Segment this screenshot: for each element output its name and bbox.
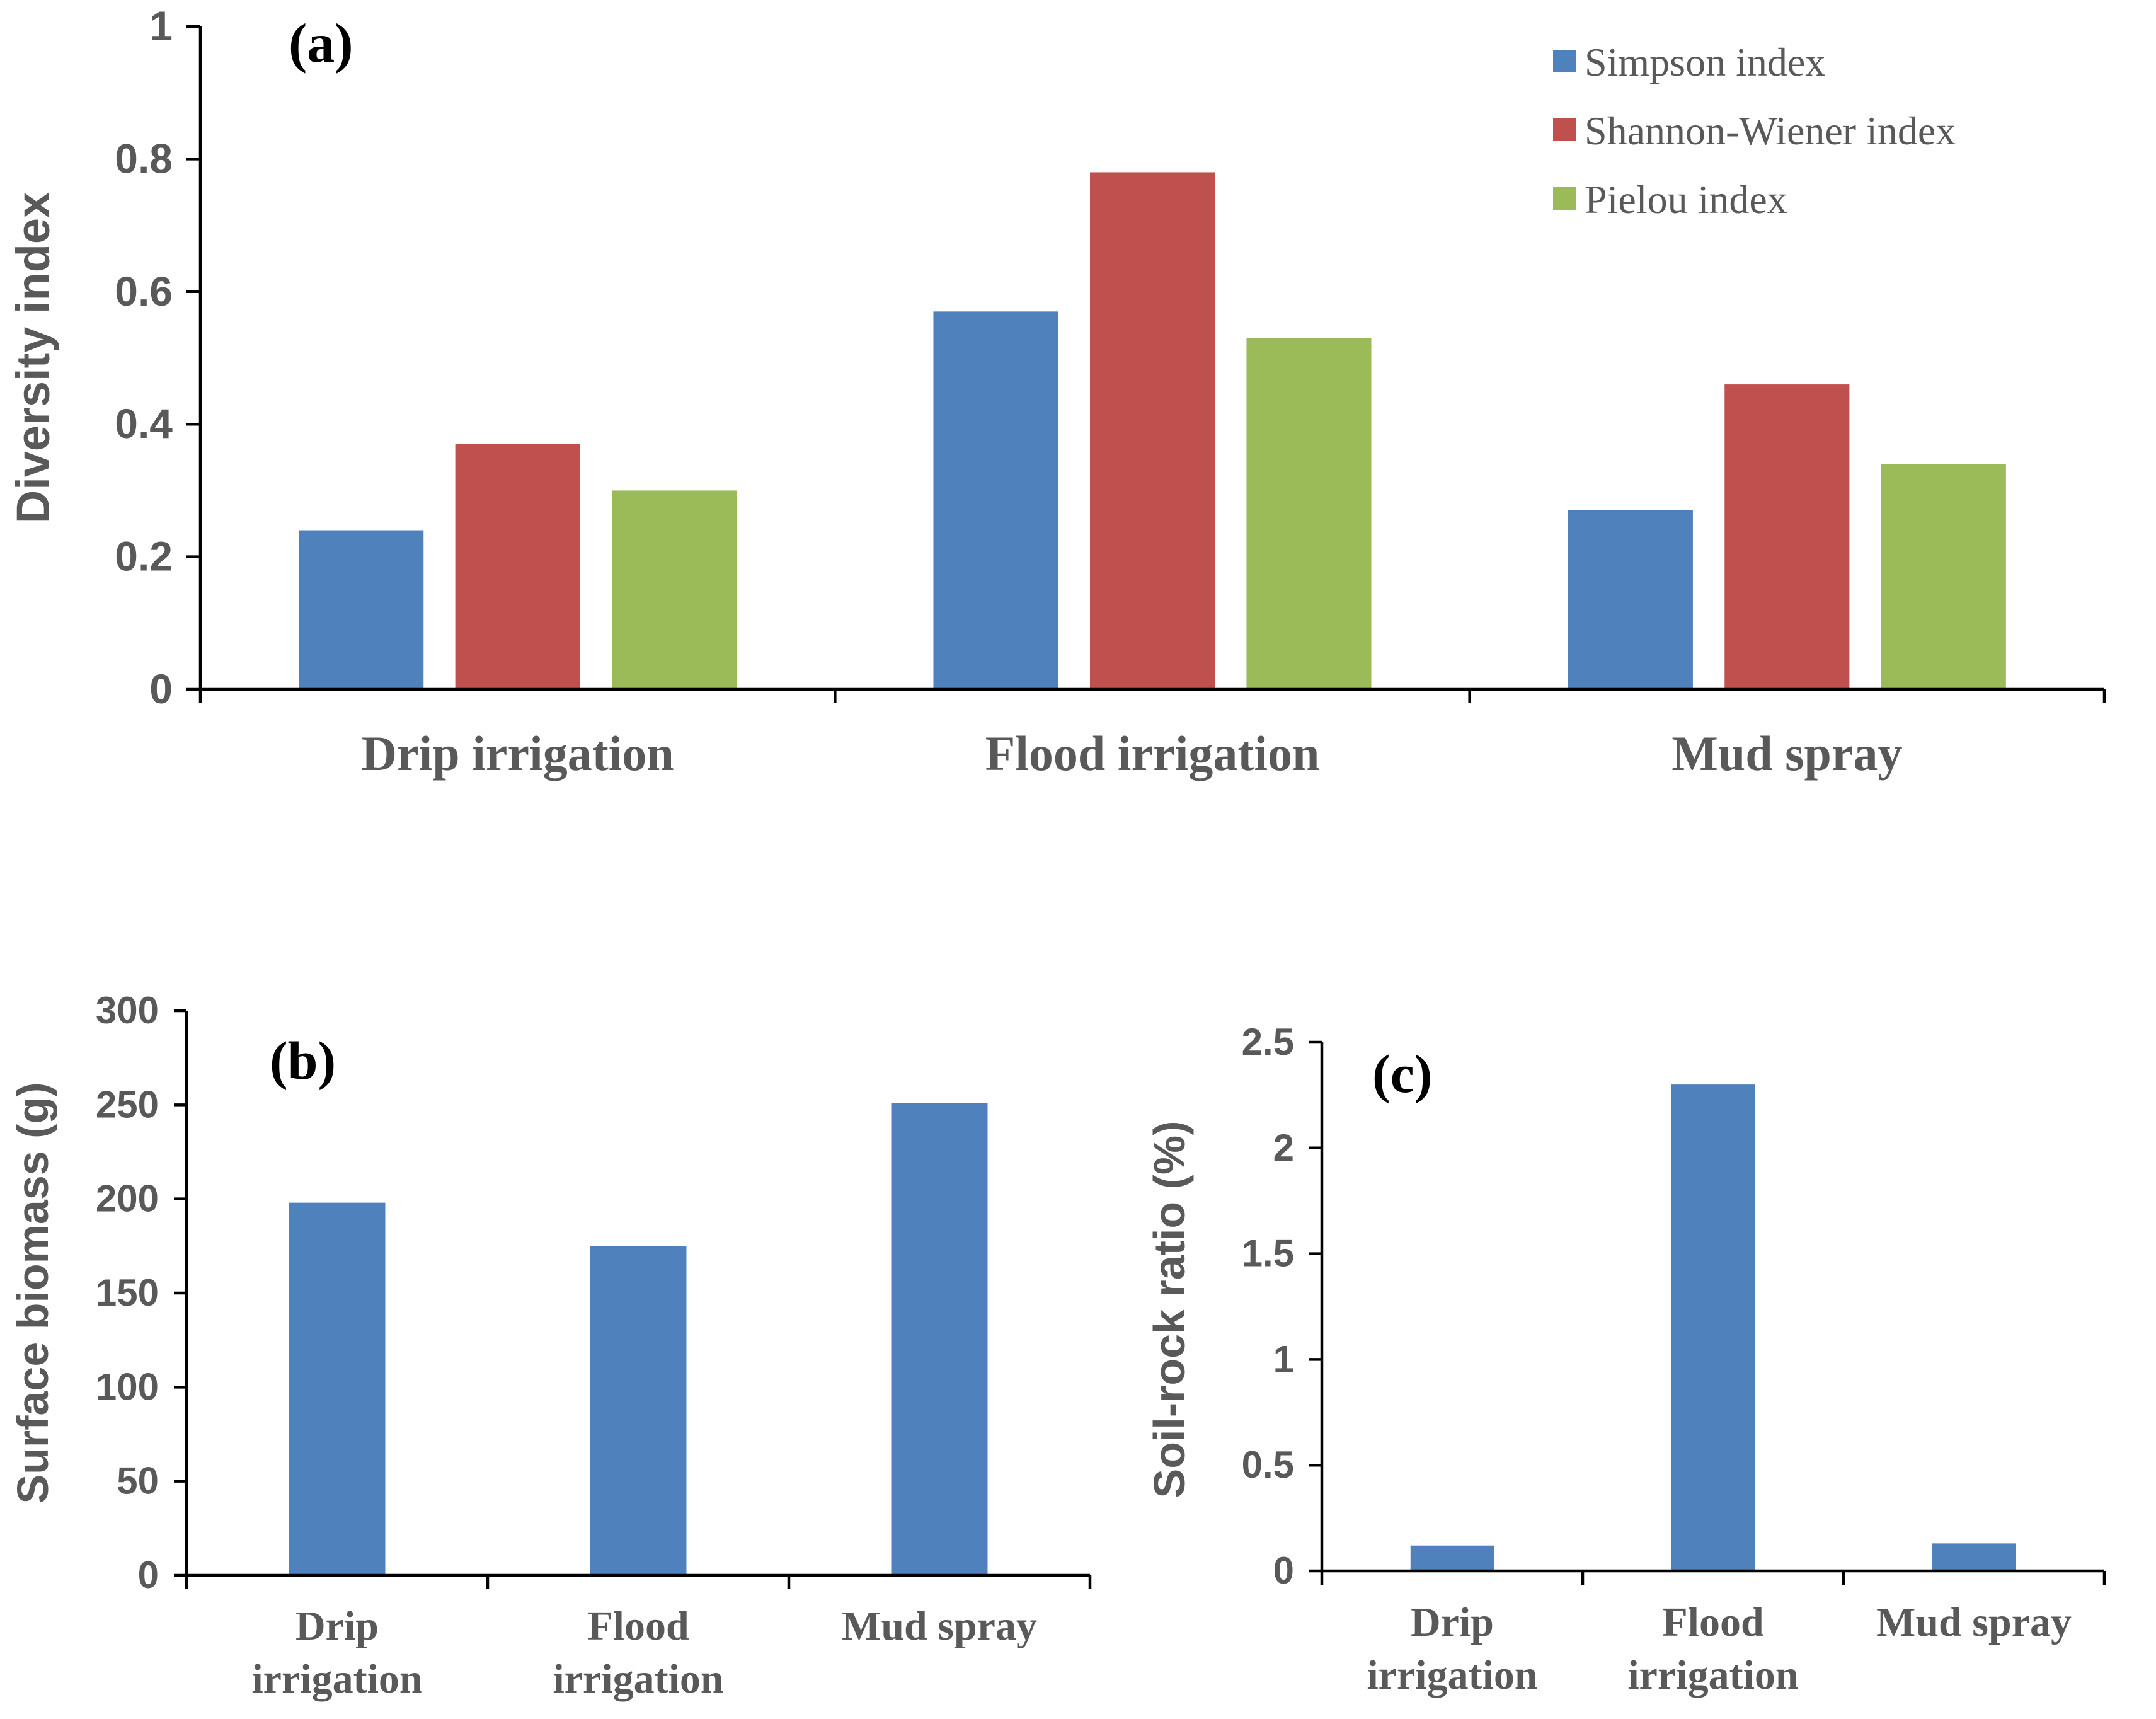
y-tick-label: 1 <box>149 3 173 49</box>
y-tick-label: 200 <box>96 1178 159 1220</box>
legend-swatch <box>1553 118 1576 141</box>
legend-label: Simpson index <box>1585 40 1825 84</box>
x-category-label: irrigation <box>1627 1652 1798 1698</box>
bar-1-1 <box>299 530 424 689</box>
bar-1-2 <box>933 311 1058 689</box>
legend-swatch <box>1553 50 1576 72</box>
bar-1-1 <box>1410 1545 1494 1571</box>
y-tick-label: 0.6 <box>115 268 173 314</box>
chart-panel-a: 0 0.2 0.4 0.6 0.8 1 Drip irrigation Flood irrig… <box>7 3 2106 781</box>
panel-label: (c) <box>1372 1043 1432 1104</box>
y-axis-title: Surface biomass (g) <box>8 1082 57 1503</box>
y-tick-label: 2 <box>1273 1127 1294 1169</box>
panel-label: (a) <box>289 13 353 74</box>
bar-3-1 <box>612 490 737 689</box>
chart-panel-c: 0 0.5 1 1.5 2 2.5 Drip irrigation Flood irrigatio… <box>1145 1021 2106 1698</box>
y-tick-label: 0 <box>138 1554 159 1596</box>
x-category-label: irrigation <box>1367 1652 1537 1698</box>
x-category-label: Flood <box>587 1603 689 1649</box>
legend-label: Pielou index <box>1585 177 1787 222</box>
bar-1-3 <box>1568 510 1693 689</box>
x-category-label: Drip <box>1411 1599 1494 1645</box>
x-category-label: Mud spray <box>1671 726 1902 781</box>
x-category-label: Flood <box>1662 1599 1763 1645</box>
x-category-label: Drip irrigation <box>362 726 674 781</box>
y-tick-label: 2.5 <box>1242 1021 1294 1063</box>
y-tick-label: 0.2 <box>115 533 173 580</box>
y-tick-label: 300 <box>96 989 159 1032</box>
y-tick-label: 0.8 <box>115 135 173 181</box>
bar-2-3 <box>1724 384 1850 689</box>
y-tick-label: 150 <box>96 1272 159 1314</box>
y-axis-title: Diversity index <box>7 192 59 524</box>
bar-1-1 <box>289 1202 386 1575</box>
x-category-label: Mud spray <box>842 1603 1037 1649</box>
panel-label: (b) <box>270 1030 336 1091</box>
legend-label: Shannon-Wiener index <box>1585 108 1956 153</box>
bar-1-2 <box>1671 1084 1755 1571</box>
x-category-label: Mud spray <box>1876 1599 2072 1645</box>
y-tick-label: 50 <box>117 1460 159 1502</box>
bar-3-2 <box>1246 338 1372 689</box>
bar-3-3 <box>1881 464 2006 689</box>
y-tick-label: 100 <box>96 1365 159 1408</box>
x-category-label: Drip <box>295 1603 379 1649</box>
y-tick-label: 0.5 <box>1242 1444 1294 1486</box>
y-axis-title: Soil-rock ratio (%) <box>1145 1121 1194 1498</box>
bar-2-2 <box>1089 172 1215 689</box>
chart-panel-b: 0 50 100 150 200 250 300 Drip irrigation Flood irr… <box>8 989 1092 1702</box>
bar-2-1 <box>455 444 580 689</box>
y-tick-label: 0 <box>149 665 173 712</box>
y-tick-label: 250 <box>96 1083 159 1125</box>
y-tick-label: 1 <box>1273 1338 1294 1380</box>
x-category-label: irrigation <box>251 1656 422 1702</box>
legend-swatch <box>1553 187 1576 210</box>
y-tick-label: 0.4 <box>115 400 173 447</box>
bar-1-2 <box>590 1246 687 1575</box>
x-category-label: irrigation <box>553 1656 723 1702</box>
y-tick-label: 0 <box>1273 1549 1294 1592</box>
x-category-label: Flood irrigation <box>985 726 1320 781</box>
y-tick-label: 1.5 <box>1242 1233 1294 1275</box>
bar-1-3 <box>1932 1543 2016 1571</box>
bar-1-3 <box>891 1103 988 1575</box>
